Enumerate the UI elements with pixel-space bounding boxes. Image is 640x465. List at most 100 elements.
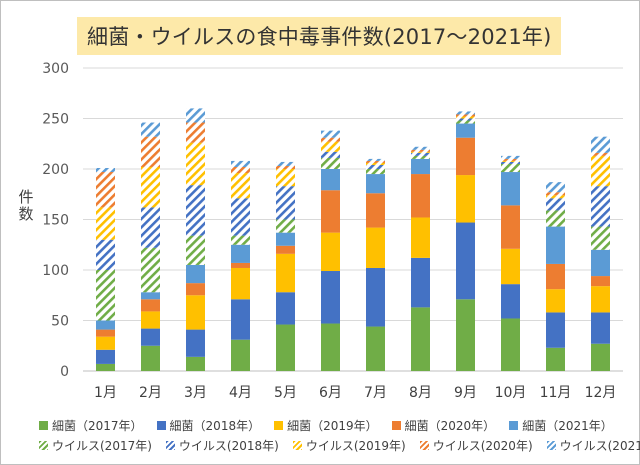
bar-segment: [186, 122, 205, 143]
legend-label: 細菌（2019年）: [287, 418, 378, 433]
legend-label: ウイルス(2018年): [178, 438, 279, 453]
bar-segment: [231, 173, 250, 199]
legend-item: 細菌（2017年）: [39, 417, 143, 434]
bar-segment: [546, 195, 565, 199]
bar-segment: [546, 263, 565, 290]
bar-segment: [411, 152, 430, 156]
legend-item: ウイルス(2020年): [419, 437, 533, 454]
legend-label: 細菌（2018年）: [169, 418, 261, 433]
x-tick-label: 8月: [409, 385, 432, 401]
x-tick-label: 11月: [540, 385, 572, 401]
y-tick-label: 300: [42, 61, 69, 77]
bar-segment: [276, 253, 295, 293]
bar-segment: [321, 137, 340, 142]
bar-segment: [276, 186, 295, 220]
bar-segment: [411, 158, 430, 175]
bar-segment: [456, 114, 475, 117]
legend-swatch: [292, 440, 302, 450]
bar-segment: [456, 299, 475, 371]
legend-swatch: [391, 420, 401, 430]
bar-segment: [276, 165, 295, 169]
bar-segment: [411, 257, 430, 308]
legend: 細菌（2017年） 細菌（2018年） 細菌（2019年） 細菌（2020年） 細菌（2…: [39, 415, 640, 455]
bar-segment: [591, 286, 610, 313]
bar-segment: [141, 328, 160, 346]
bar-segment: [366, 227, 385, 268]
bar-segment: [591, 249, 610, 277]
bar-segment: [321, 271, 340, 324]
bar-segment: [411, 307, 430, 371]
bar-segment: [456, 111, 475, 115]
legend-item: 細菌（2019年）: [274, 417, 378, 434]
chart-title: 細菌・ウイルスの食中毒事件数(2017～2021年): [87, 25, 552, 49]
bar-segment: [501, 318, 520, 371]
bar-segment: [591, 152, 610, 156]
bar-segment: [366, 158, 385, 161]
legend-label: ウイルス(2021年): [559, 438, 640, 453]
bar-segment: [231, 160, 250, 167]
legend-swatch: [165, 440, 175, 450]
bar-segment: [366, 326, 385, 371]
bar-segment: [456, 118, 475, 121]
bar-segment: [321, 151, 340, 158]
y-tick-label: 200: [42, 162, 69, 178]
x-tick-label: 6月: [319, 385, 342, 401]
bar-segment: [141, 166, 160, 208]
bar-segment: [546, 289, 565, 313]
legend-row: 細菌（2017年） 細菌（2018年） 細菌（2019年） 細菌（2020年） 細菌（2…: [39, 415, 619, 435]
x-tick-label: 7月: [364, 385, 387, 401]
bar-segment: [141, 311, 160, 329]
bar-segment: [366, 174, 385, 194]
x-tick-label: 12月: [585, 385, 617, 401]
bar-segment: [96, 167, 115, 173]
bar-segment: [96, 207, 115, 240]
bar-segment: [501, 155, 520, 159]
bar-segment: [186, 283, 205, 296]
bar-segment: [96, 172, 115, 208]
x-tick-label: 9月: [454, 385, 477, 401]
bar-segment: [366, 267, 385, 327]
bar-segment: [591, 276, 610, 287]
legend-swatch: [39, 420, 48, 430]
bar-segment: [411, 217, 430, 258]
bar-segment: [411, 151, 430, 153]
bar-segment: [276, 219, 295, 233]
bar-segment: [456, 123, 475, 138]
bar-segment: [96, 270, 115, 321]
bar-segment: [276, 169, 295, 187]
bar-segment: [186, 264, 205, 284]
bar-segment: [546, 182, 565, 193]
legend-swatch: [39, 440, 48, 450]
bar-segment: [456, 175, 475, 223]
bar-segment: [501, 248, 520, 285]
bar-segment: [276, 161, 295, 166]
bar-segment: [456, 222, 475, 300]
x-tick-label: 5月: [274, 385, 297, 401]
bar-segment: [546, 192, 565, 196]
bar-segment: [276, 292, 295, 325]
y-tick-label: 50: [51, 314, 69, 330]
x-tick-label: 2月: [139, 385, 162, 401]
bar-segment: [411, 146, 430, 150]
bar-segment: [501, 163, 520, 173]
bar-segment: [96, 239, 115, 270]
bar-segment: [321, 141, 340, 152]
legend-swatch: [509, 420, 519, 430]
legend-label: ウイルス(2020年): [432, 438, 533, 453]
bar-segment: [546, 347, 565, 371]
bar-segment: [501, 284, 520, 319]
bar-segment: [546, 226, 565, 264]
bar-segment: [186, 329, 205, 357]
chart-title-box: 細菌・ウイルスの食中毒事件数(2017～2021年): [77, 17, 562, 55]
bar-segment: [411, 149, 430, 152]
bar-segment: [546, 312, 565, 348]
legend-item: 細菌（2018年）: [156, 417, 261, 434]
bar-segment: [141, 207, 160, 248]
bar-segment: [186, 235, 205, 265]
bar-segment: [231, 267, 250, 300]
bar-segment: [456, 137, 475, 176]
bar-segment: [141, 136, 160, 167]
legend-label: 細菌（2020年）: [404, 418, 496, 433]
bar-segment: [276, 324, 295, 371]
